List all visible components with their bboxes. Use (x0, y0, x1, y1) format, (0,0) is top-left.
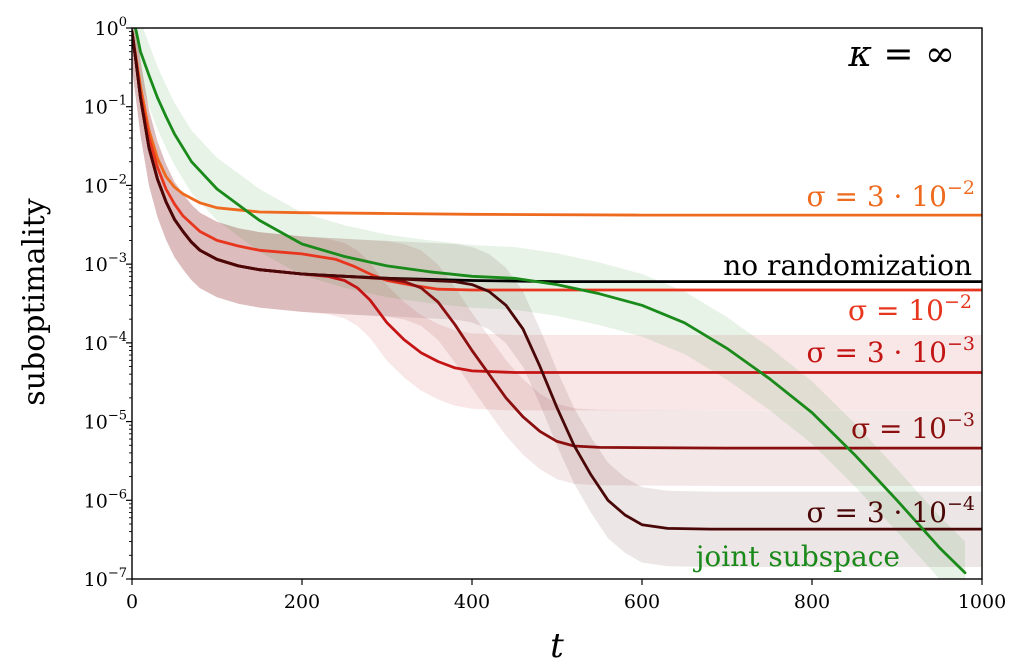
series-2-10-2-line (132, 30, 982, 292)
series-lines (132, 28, 982, 575)
plot-frame (131, 27, 983, 580)
y-tick-label-1: 10−1 (84, 94, 127, 119)
x-tick-label-600: 600 (624, 591, 660, 613)
y-tick-label-2: 10−2 (84, 172, 127, 197)
series-6-joint-subspace-label: joint subspace (693, 540, 900, 573)
corner-label: κ = ∞ (847, 34, 955, 75)
y-tick-label-3: 10−3 (84, 251, 127, 276)
series-6-joint-subspace-line (133, 28, 967, 575)
series-3-3-10-3-label: σ = 3 · 10−3 (806, 333, 975, 369)
x-tick-label-200: 200 (284, 591, 320, 613)
series-3-3-10-3-band (132, 28, 982, 411)
y-tick-label-5: 10−5 (84, 409, 127, 434)
series-labels: σ = 3 · 10−2 no randomization σ = 10−2 σ = … (693, 177, 975, 573)
x-tick-label-400: 400 (454, 591, 490, 613)
axes: 0 200 400 600 800 1000 100 10−1 10−2 10−3 10−4 10−5… (84, 15, 1007, 613)
x-tick-label-1000: 1000 (958, 591, 1006, 613)
series-5-3-10-4-band (132, 28, 982, 567)
y-axis-title: suboptimality (17, 198, 52, 405)
confidence-bands (132, 28, 982, 579)
series-5-3-10-4-line (132, 30, 982, 531)
series-5-3-10-4-label: σ = 3 · 10−4 (806, 493, 975, 529)
series-2-10-2-label: σ = 10−2 (848, 291, 972, 327)
series-4-10-3-label: σ = 10−3 (851, 409, 975, 445)
x-axis-title: t (550, 626, 564, 666)
series-4-10-3-band (132, 28, 982, 486)
series-1-no-randomization-label: no randomization (723, 249, 972, 282)
y-tick-label-4: 10−4 (84, 330, 127, 355)
y-tick-label-0: 100 (95, 15, 127, 40)
x-tick-label-800: 800 (794, 591, 830, 613)
x-tick-label-0: 0 (126, 591, 138, 613)
series-6-joint-subspace-band (132, 28, 965, 579)
y-tick-label-7: 10−7 (84, 566, 127, 591)
y-tick-label-6: 10−6 (84, 487, 127, 512)
series-0-3-10-2-label: σ = 3 · 10−2 (806, 177, 975, 213)
